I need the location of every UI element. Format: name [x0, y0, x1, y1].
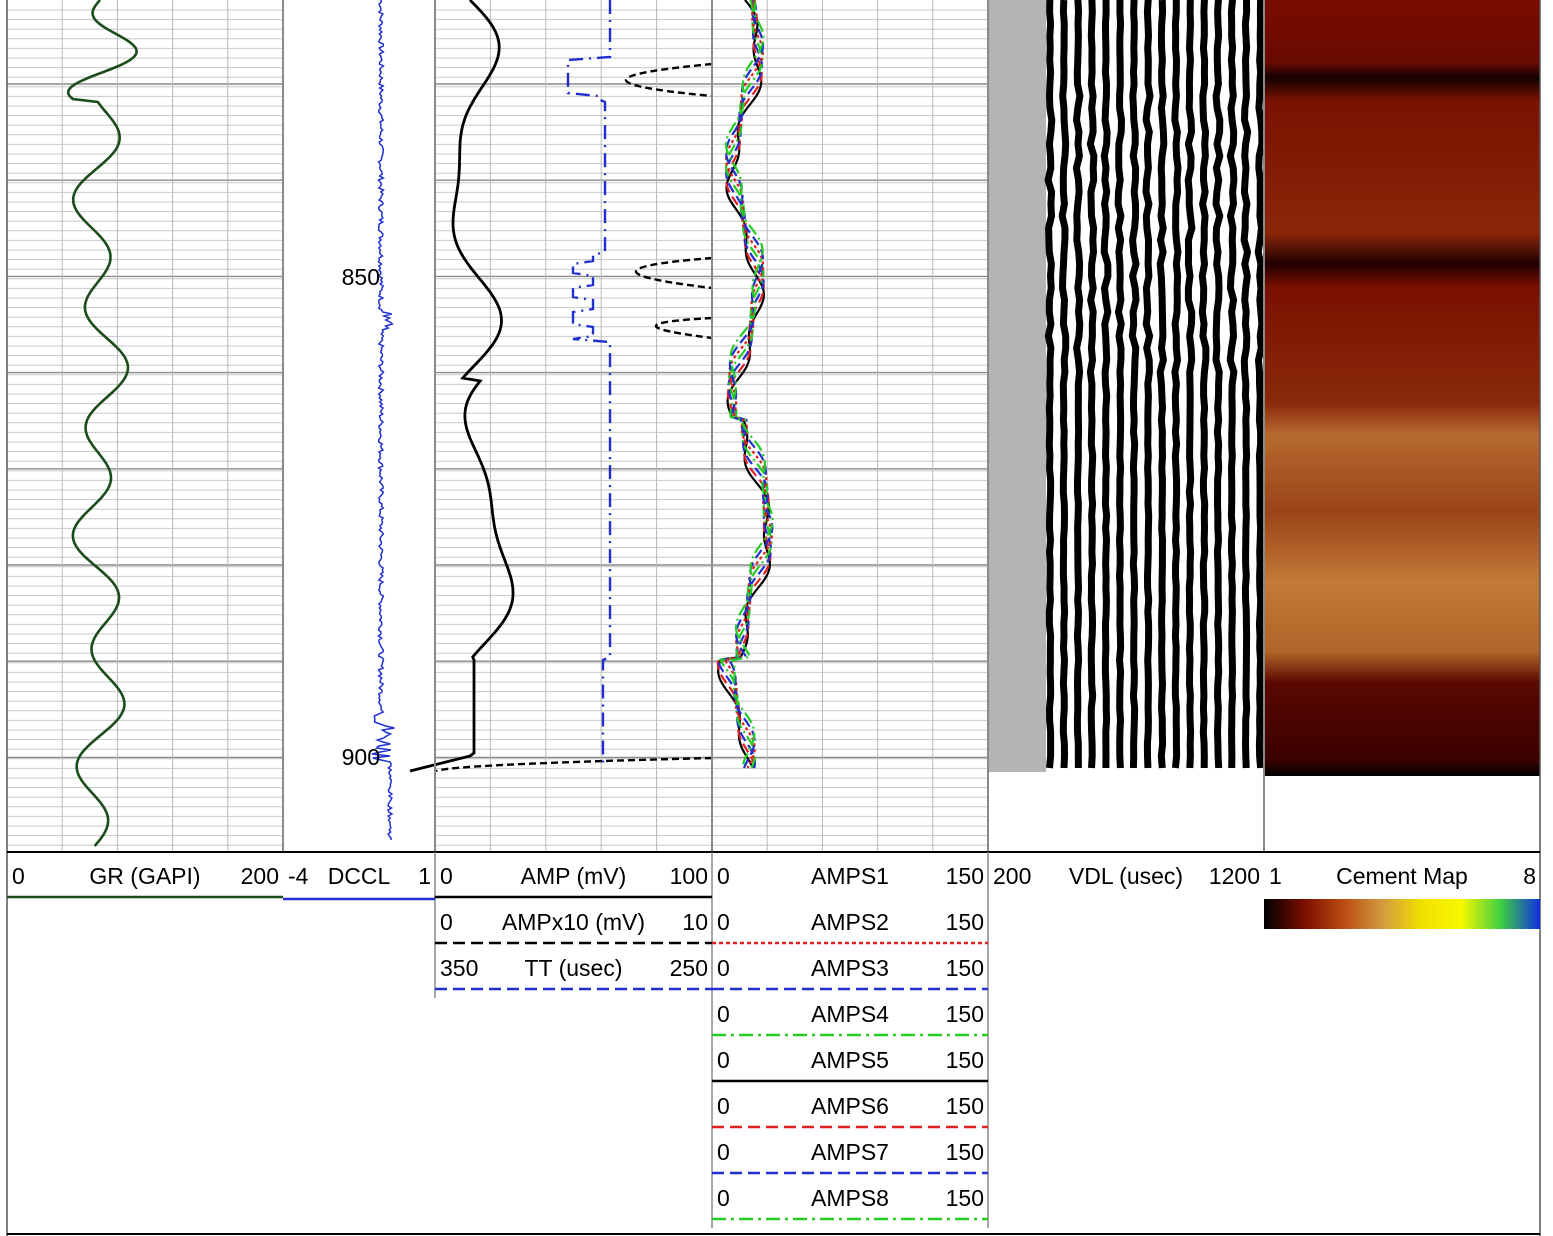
axis-min-label: 0	[717, 1185, 730, 1211]
axis-max-label: 150	[945, 955, 984, 981]
vdl-wiggle	[1058, 0, 1070, 769]
axis-max-label: 1200	[1208, 863, 1260, 889]
axis-min-label: 0	[440, 863, 453, 889]
axis-max-label: 150	[945, 1139, 984, 1165]
axis-max-label: 1	[418, 863, 431, 889]
axis-max-label: 150	[945, 863, 984, 889]
vdl-wiggle	[1072, 0, 1084, 769]
curve-label: AMPS4	[811, 1001, 889, 1027]
axis-min-label: 0	[717, 955, 730, 981]
curve-label: AMPS2	[811, 909, 889, 935]
vdl-wiggle	[1044, 0, 1056, 769]
axis-max-label: 100	[669, 863, 708, 889]
axis-min-label: 0	[717, 1139, 730, 1165]
curve-label: AMPS5	[811, 1047, 889, 1073]
vdl-wiggle	[1254, 0, 1266, 769]
curve-label: AMPS7	[811, 1139, 889, 1165]
dccl-curve	[371, 0, 395, 841]
curve-label: GR (GAPI)	[89, 863, 201, 889]
axis-min-label: -4	[288, 863, 309, 889]
log-grid	[7, 0, 988, 852]
image-tracks	[988, 0, 1540, 776]
curve-label: AMPS1	[811, 863, 889, 889]
curve-label: TT (usec)	[524, 955, 623, 981]
cement-map-image	[1265, 0, 1540, 776]
curve-label: Cement Map	[1336, 863, 1468, 889]
axis-min-label: 0	[12, 863, 25, 889]
amps-curve	[718, 0, 773, 769]
axis-max-label: 150	[945, 1185, 984, 1211]
amps-curve	[724, 0, 774, 769]
ampx10-curve	[434, 62, 713, 774]
curve-label: VDL (usec)	[1068, 863, 1184, 889]
axis-min-label: 200	[993, 863, 1032, 889]
axis-min-label: 1	[1269, 863, 1282, 889]
axis-max-label: 150	[945, 1093, 984, 1119]
log-curves: 850 900	[66, 0, 774, 847]
vdl-wiggle	[1086, 0, 1098, 769]
axis-max-label: 10	[682, 909, 708, 935]
vdl-wiggle	[1240, 0, 1252, 769]
axis-min-label: 0	[717, 1093, 730, 1119]
vdl-wiggle	[1184, 0, 1196, 769]
curve-label: AMP (mV)	[520, 863, 627, 889]
amps-curve	[724, 0, 774, 769]
amp-curve	[409, 0, 515, 773]
axis-max-label: 200	[240, 863, 279, 889]
vdl-wiggle	[1212, 0, 1224, 769]
axis-min-label: 0	[717, 909, 730, 935]
vdl-wiggle	[1114, 0, 1126, 769]
vdl-flat-zone	[988, 0, 1046, 772]
vdl-wiggle	[1198, 0, 1210, 769]
axis-min-label: 0	[717, 863, 730, 889]
header-lines	[6, 0, 1541, 1236]
vdl-wiggle	[1171, 0, 1182, 769]
cement-colorbar	[1264, 899, 1540, 929]
axis-max-label: 250	[669, 955, 708, 981]
vdl-wiggle	[1142, 0, 1154, 769]
amps-curve	[722, 0, 774, 769]
gr-curve	[66, 0, 139, 847]
axis-max-label: 8	[1523, 863, 1536, 889]
axis-max-label: 150	[945, 1047, 984, 1073]
depth-label: 850	[342, 264, 380, 290]
vdl-wiggle	[1156, 0, 1168, 769]
axis-max-label: 150	[945, 1001, 984, 1027]
tt-curve	[566, 0, 612, 768]
curve-label: AMPS6	[811, 1093, 889, 1119]
curve-label: AMPx10 (mV)	[501, 909, 646, 935]
vdl-wiggle	[1128, 0, 1140, 769]
curve-label: DCCL	[327, 863, 391, 889]
depth-label: 900	[342, 744, 380, 770]
curve-label: AMPS3	[811, 955, 889, 981]
vdl-wiggle	[1100, 0, 1112, 769]
vdl-wiggle	[1226, 0, 1238, 769]
axis-min-label: 350	[440, 955, 479, 981]
axis-min-label: 0	[717, 1001, 730, 1027]
axis-min-label: 0	[440, 909, 453, 935]
axis-min-label: 0	[717, 1047, 730, 1073]
curve-label: AMPS8	[811, 1185, 889, 1211]
axis-max-label: 150	[945, 909, 984, 935]
